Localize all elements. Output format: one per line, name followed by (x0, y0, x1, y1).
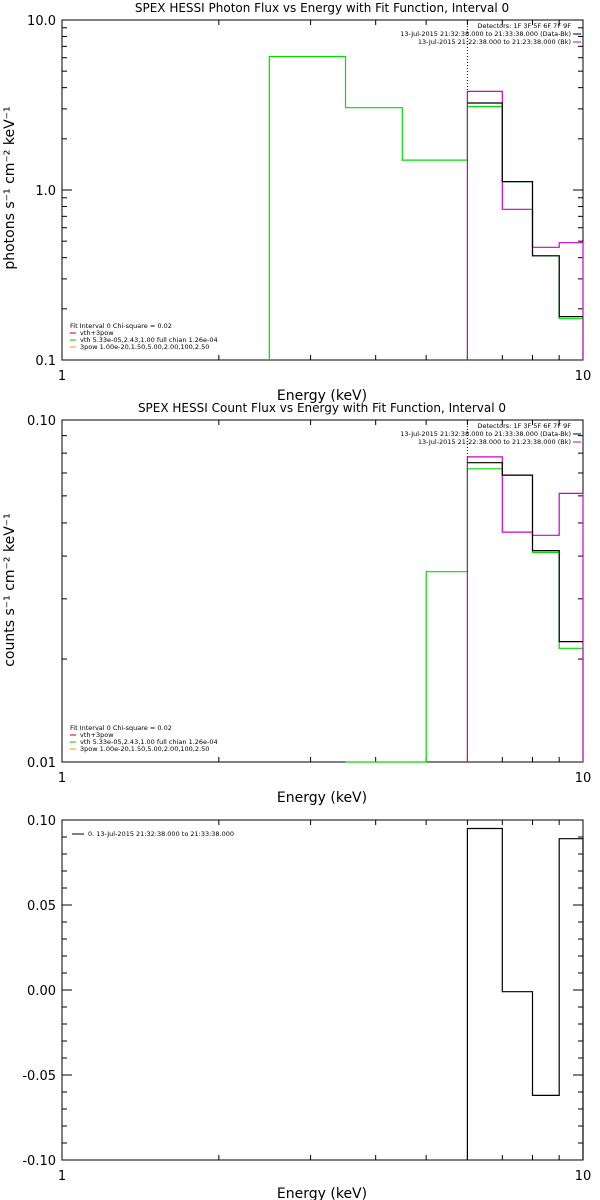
header-line: Detectors: 1F 3F 5F 6F 7F 9F (477, 22, 571, 30)
fit-legend-entry: 3pow 1.00e-20,1.50,5.00,2.00,100,2.50 (80, 745, 209, 753)
panel3-xlabel: Energy (keV) (277, 1186, 367, 1200)
y-tick-label: -0.10 (22, 1154, 56, 1169)
y-tick-label: 1.0 (35, 184, 56, 199)
panel1-xlabel: Energy (keV) (277, 388, 367, 404)
y-tick-label: 0.10 (27, 414, 56, 429)
panel3-plot-area: 1 10 -0.10 -0.05 0.00 0.05 0.10 0. 13-Jul-2015 … (22, 814, 591, 1184)
legend-entry: 0. 13-Jul-2015 21:32:38.000 to 21:33:38.… (88, 830, 234, 838)
panel2-ylabel: counts s⁻¹ cm⁻² keV⁻¹ (2, 513, 18, 667)
plot-frame (61, 419, 584, 763)
fit-legend-header: Fit Interval 0 Chi-square = 0.02 (70, 322, 172, 330)
panel1-plot-area: 1 10 0.1 1.0 10.0 Detectors: 1F 3F 5F 6F 7F 9… (27, 14, 591, 384)
fit-legend-entry: vth+3pow (80, 329, 114, 337)
photon-flux-panel: SPEX HESSI Photon Flux vs Energy with Fi… (2, 1, 591, 404)
header-line: Detectors: 1F 3F 5F 6F 7F 9F (477, 422, 571, 430)
fit-legend-entry: vth 5.33e-05,2.43,1.00 full chian 1.26e-… (80, 738, 218, 746)
fit-legend-entry: vth 5.33e-05,2.43,1.00 full chian 1.26e-… (80, 336, 218, 344)
series-line (345, 468, 584, 763)
header-line: 13-Jul-2015 21:22:38.000 to 21:23:38.000… (418, 438, 571, 446)
x-tick-label: 10 (575, 771, 592, 786)
series-line (466, 827, 584, 1160)
y-tick-label: 0.1 (35, 354, 56, 369)
header-line: 13-Jul-2015 21:22:38.000 to 21:23:38.000… (418, 38, 571, 46)
y-tick-label: -0.05 (22, 1069, 56, 1084)
x-tick-label: 10 (575, 1169, 592, 1184)
plot-frame (61, 19, 584, 361)
x-tick-label: 1 (58, 771, 66, 786)
header-line: 13-Jul-2015 21:32:38.000 to 21:33:38.000… (400, 30, 571, 38)
plot-frame (61, 819, 584, 1161)
series-line (467, 462, 583, 643)
panel1-ylabel: photons s⁻¹ cm⁻² keV⁻¹ (2, 106, 18, 269)
series-line (466, 456, 584, 762)
series-line (466, 90, 584, 360)
series-line (268, 55, 584, 360)
x-tick-label: 1 (58, 369, 66, 384)
fit-legend-header: Fit Interval 0 Chi-square = 0.02 (70, 724, 172, 732)
fit-legend-entry: vth+3pow (80, 731, 114, 739)
header-line: 13-Jul-2015 21:32:38.000 to 21:33:38.000… (400, 430, 571, 438)
panel2-plot-area: 1 100.010.10 Detectors: 1F 3F 5F 6F 7F 9F1… (27, 414, 591, 786)
panel2-title: SPEX HESSI Count Flux vs Energy with Fit… (138, 401, 506, 415)
residuals-panel: 1 10 -0.10 -0.05 0.00 0.05 0.10 0. 13-Jul-2015 … (22, 814, 591, 1200)
panel2-xlabel: Energy (keV) (277, 790, 367, 806)
x-tick-label: 1 (58, 1169, 66, 1184)
count-flux-panel: SPEX HESSI Count Flux vs Energy with Fit… (2, 401, 591, 806)
y-tick-label: 10.0 (27, 14, 56, 29)
y-tick-label: 0.05 (27, 899, 56, 914)
y-tick-label: 0.00 (27, 984, 56, 999)
fit-legend-entry: 3pow 1.00e-20,1.50,5.00,2.00,100,2.50 (80, 343, 209, 351)
panel1-title: SPEX HESSI Photon Flux vs Energy with Fi… (135, 1, 509, 15)
x-tick-label: 10 (575, 369, 592, 384)
y-tick-label: 0.10 (27, 814, 56, 829)
y-tick-label: 0.01 (27, 756, 56, 771)
series-line (467, 102, 583, 318)
